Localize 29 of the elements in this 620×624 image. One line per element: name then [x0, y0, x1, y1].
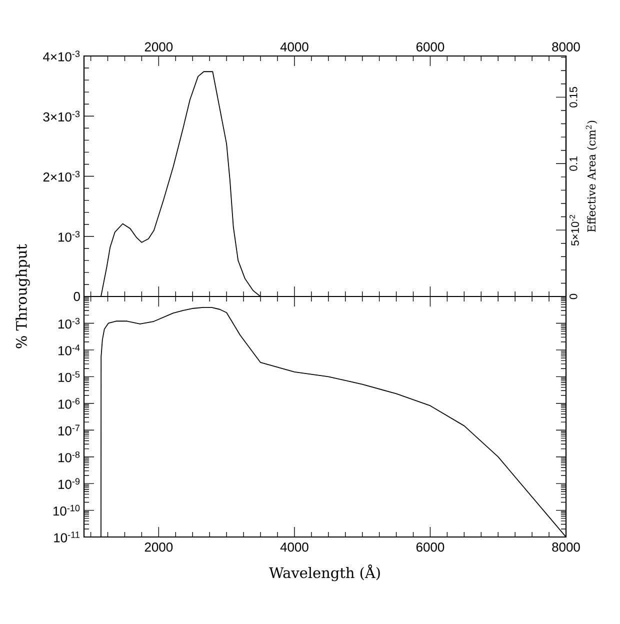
x-tick-label: 2000	[144, 42, 173, 52]
x-tick-label: 6000	[416, 42, 444, 52]
y-tick-label: 3×10$^{-3}$	[43, 110, 80, 122]
y2-tick-label: 0	[570, 294, 578, 300]
y-tick-label: 10$^{-11}$	[54, 532, 80, 542]
y-tick-label: 10$^{-5}$	[58, 371, 80, 382]
y-tick-label: 10$^{-8}$	[58, 451, 80, 462]
x-tick-label: 4000	[280, 542, 308, 552]
y2-axis-title: Effective Area (cm$^{2}$)	[586, 120, 598, 232]
x-tick-label: 8000	[552, 542, 580, 552]
y2-tick-label: 0.1	[570, 156, 578, 171]
y-tick-label: 10$^{-3}$	[58, 318, 80, 329]
y-axis-title: % Throughput	[16, 244, 30, 348]
y2-tick-label: 5×10$^{-2}$	[570, 214, 579, 246]
y-tick-label: 10$^{-4}$	[58, 344, 80, 356]
y-tick-label: 10$^{-6}$	[58, 398, 80, 409]
y-tick-label: 4×10$^{-3}$	[43, 50, 80, 62]
y-tick-label: 10$^{-9}$	[58, 478, 80, 489]
x-tick-label: 6000	[416, 542, 444, 552]
y2-tick-label: 0.15	[570, 87, 578, 108]
y-tick-label: 0	[74, 292, 80, 302]
x-tick-label: 8000	[552, 42, 580, 52]
y-tick-label: 10$^{-7}$	[58, 424, 80, 436]
y-tick-label: 10$^{-10}$	[53, 504, 80, 516]
x-tick-label: 2000	[144, 542, 173, 552]
x-tick-label: 4000	[280, 42, 308, 52]
y-tick-label: 2×10$^{-3}$	[43, 170, 80, 182]
x-axis-title: Wavelength (Å)	[269, 564, 380, 582]
y-tick-label: 10$^{-3}$	[58, 230, 80, 242]
